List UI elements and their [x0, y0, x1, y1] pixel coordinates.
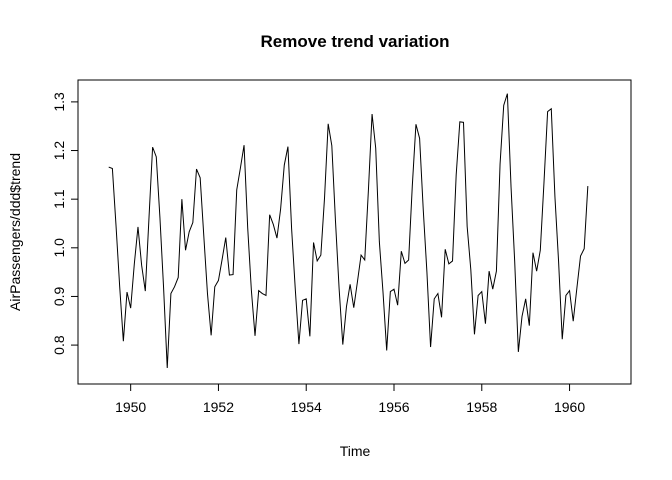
x-tick-label: 1952: [203, 399, 234, 415]
y-tick-label: 1.1: [51, 189, 67, 209]
x-tick-label: 1958: [466, 399, 497, 415]
x-tick-label: 1950: [115, 399, 146, 415]
chart-title: Remove trend variation: [261, 32, 450, 51]
y-tick-label: 1.2: [51, 141, 67, 161]
y-axis-label: AirPassengers/ddd$trend: [7, 153, 23, 311]
x-axis: 1950 1952 1954 1956 1958 1960: [115, 383, 585, 415]
series-line-0: [108, 93, 589, 368]
x-tick-label: 1960: [554, 399, 585, 415]
x-axis-label: Time: [340, 443, 371, 459]
x-tick-label: 1954: [291, 399, 322, 415]
series-layer: [108, 93, 589, 368]
y-axis: 0.8 0.9 1.0 1.1 1.2 1.3: [51, 92, 79, 355]
y-tick-label: 0.8: [51, 335, 67, 355]
y-tick-label: 1.3: [51, 92, 67, 112]
y-tick-label: 1.0: [51, 238, 67, 258]
y-tick-label: 0.9: [51, 287, 67, 307]
x-tick-label: 1956: [378, 399, 409, 415]
